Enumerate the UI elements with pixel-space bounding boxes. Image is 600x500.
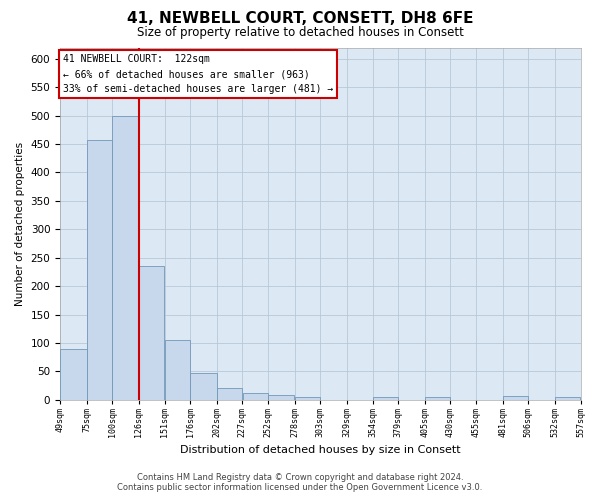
Bar <box>60 348 86 400</box>
Bar <box>295 397 320 400</box>
Bar <box>373 397 398 400</box>
Bar <box>242 393 268 400</box>
Bar <box>503 396 528 400</box>
Bar <box>555 397 580 400</box>
Bar <box>217 388 242 400</box>
Text: Contains HM Land Registry data © Crown copyright and database right 2024.
Contai: Contains HM Land Registry data © Crown c… <box>118 473 482 492</box>
Bar <box>164 340 190 400</box>
Bar <box>139 266 164 400</box>
X-axis label: Distribution of detached houses by size in Consett: Distribution of detached houses by size … <box>180 445 461 455</box>
Text: 41, NEWBELL COURT, CONSETT, DH8 6FE: 41, NEWBELL COURT, CONSETT, DH8 6FE <box>127 11 473 26</box>
Bar <box>268 395 295 400</box>
Bar <box>87 140 112 400</box>
Y-axis label: Number of detached properties: Number of detached properties <box>15 142 25 306</box>
Text: 41 NEWBELL COURT:  122sqm
← 66% of detached houses are smaller (963)
33% of semi: 41 NEWBELL COURT: 122sqm ← 66% of detach… <box>63 54 334 94</box>
Bar <box>112 116 139 400</box>
Bar <box>425 397 450 400</box>
Bar <box>190 373 217 400</box>
Text: Size of property relative to detached houses in Consett: Size of property relative to detached ho… <box>137 26 463 39</box>
